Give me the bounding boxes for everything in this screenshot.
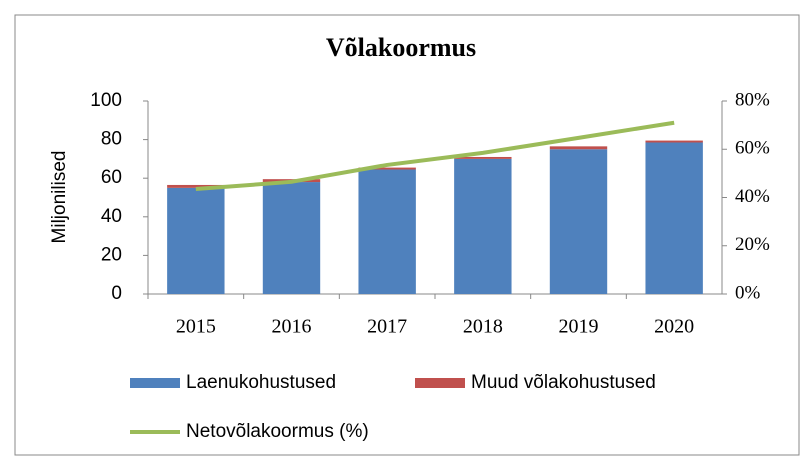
x-tick-label: 2020 [654, 316, 694, 338]
x-tick-label: 2018 [463, 316, 503, 338]
x-tick-label: 2019 [559, 316, 599, 338]
y-tick-label: 100 [90, 90, 122, 111]
bar-segment [454, 158, 512, 294]
x-tick-label: 2015 [176, 316, 216, 338]
y-tick-label: 60 [101, 167, 122, 188]
bar-segment [549, 149, 608, 294]
y2-tick-label: 60% [735, 138, 770, 159]
x-tick-label: 2016 [272, 316, 312, 338]
legend-swatch [130, 378, 180, 388]
bar-segment [454, 156, 512, 159]
y-tick-label: 0 [111, 283, 122, 304]
y-tick-label: 40 [101, 206, 122, 227]
chart-title: Võlakoormus [326, 33, 476, 62]
bar-segment [262, 182, 321, 294]
y-axis-label: Miljonilised [49, 151, 70, 244]
legend-swatch [415, 378, 465, 388]
legend-label: Laenukohustused [186, 372, 336, 393]
y2-tick-label: 80% [735, 89, 770, 110]
bar-segment [167, 184, 225, 188]
y2-tick-label: 0% [735, 282, 761, 303]
line-series [195, 120, 675, 192]
y2-tick-label: 40% [735, 186, 770, 207]
bar-segment [167, 187, 225, 294]
bar-segment [645, 142, 703, 294]
bar-segment [645, 140, 703, 143]
legend-label: Muud võlakohustused [471, 372, 656, 393]
bar-segment [358, 169, 416, 294]
bar-segment [358, 167, 416, 170]
y2-tick-label: 20% [735, 234, 770, 255]
y-tick-label: 20 [101, 244, 122, 265]
y-tick-label: 80 [101, 129, 122, 150]
legend-label: Netovõlakoormus (%) [186, 421, 369, 442]
bar-segment [549, 146, 608, 150]
x-tick-label: 2017 [367, 316, 407, 338]
